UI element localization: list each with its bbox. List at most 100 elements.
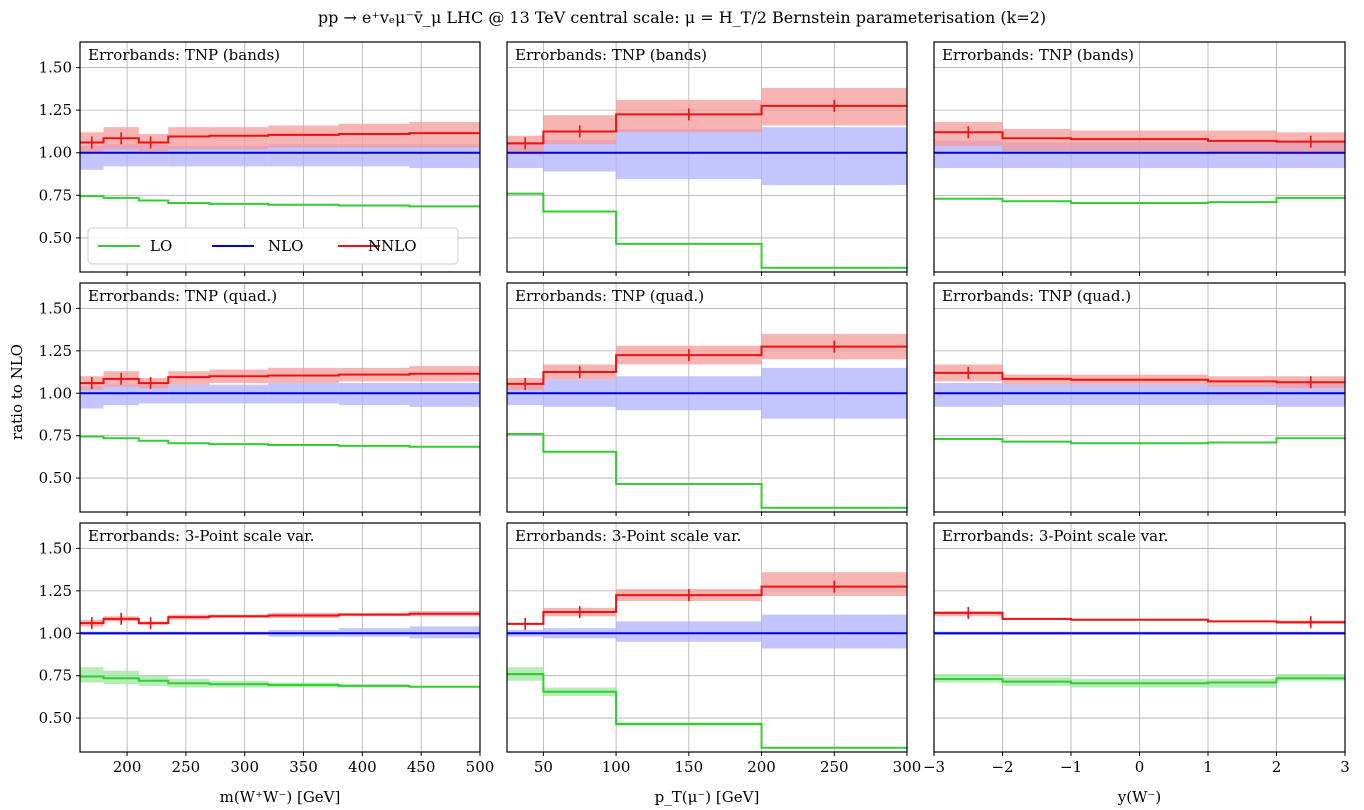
- nlo-band-bin: [103, 384, 139, 406]
- lo-step-line: [934, 677, 1345, 685]
- nlo-band-bin: [1071, 384, 1208, 406]
- lo-step-line: [934, 196, 1345, 204]
- x-tick-label: 300: [230, 758, 259, 776]
- x-tick-label: 50: [534, 758, 553, 776]
- x-tick-label: −1: [1060, 758, 1082, 776]
- panel-frame: [79, 282, 481, 513]
- y-axis-label: ratio to NLO: [8, 344, 26, 440]
- x-axis-label: y(W⁻): [1117, 788, 1162, 806]
- nlo-band-bin: [761, 614, 907, 649]
- panel-annotation: Errorbands: TNP (quad.): [515, 287, 704, 305]
- nnlo-band-bin: [338, 123, 410, 148]
- x-tick-label: 100: [602, 758, 631, 776]
- x-tick-label: 500: [466, 758, 495, 776]
- y-tick-label: 0.50: [39, 709, 72, 727]
- panel-grid: Errorbands: TNP (bands) 0.50 0.75 1.00 1.25 1…: [39, 41, 1350, 806]
- panel-frame: [506, 282, 908, 513]
- nnlo-step-line: [507, 104, 907, 145]
- nlo-band-bin: [616, 128, 762, 180]
- nlo-band-bin: [934, 383, 1003, 407]
- panel-frame: [79, 522, 481, 753]
- x-tick-label: 250: [820, 758, 849, 776]
- y-tick-label: 1.25: [39, 101, 72, 119]
- panel-r1-c1: Errorbands: TNP (quad.): [506, 282, 908, 516]
- lo-step-line: [80, 675, 480, 688]
- panel-frame: [79, 41, 481, 273]
- y-tick-label: 1.25: [39, 582, 72, 600]
- plot-area: [507, 333, 907, 509]
- legend-label-lo: LO: [150, 237, 172, 255]
- legend-label-nnlo: NNLO: [368, 237, 417, 255]
- nlo-band-bin: [616, 621, 762, 642]
- y-tick-label: 1.25: [39, 342, 72, 360]
- x-tick-label: 350: [289, 758, 318, 776]
- panel-r2-c1: Errorbands: 3-Point scale var. 50 100 150 20…: [506, 522, 922, 806]
- nnlo-step-line: [934, 611, 1345, 624]
- nlo-band-bin: [268, 144, 339, 167]
- nnlo-band-bin: [1002, 128, 1071, 152]
- nnlo-step-line: [934, 131, 1345, 143]
- panel-annotation: Errorbands: TNP (bands): [942, 46, 1134, 64]
- lo-step-line: [80, 435, 480, 448]
- plot-area: [80, 366, 480, 448]
- nlo-band-bin: [409, 144, 480, 169]
- nnlo-band-bin: [268, 125, 339, 148]
- x-tick-label: 250: [172, 758, 201, 776]
- lo-step-line: [934, 437, 1345, 445]
- lo-step-line: [507, 192, 907, 269]
- legend: LO NLO NNLO: [87, 227, 459, 265]
- plot-area: [507, 572, 907, 749]
- legend-box: [87, 227, 459, 265]
- y-tick-label: 0.75: [39, 427, 72, 445]
- nlo-band-bin: [338, 144, 410, 167]
- plot-area: [934, 606, 1345, 688]
- y-tick-label: 1.50: [39, 299, 72, 317]
- panel-r2-c0: Errorbands: 3-Point scale var. 0.50 0.75 1.…: [39, 522, 495, 806]
- plot-area: [80, 122, 480, 208]
- x-tick-label: 450: [407, 758, 436, 776]
- nlo-band-bin: [168, 145, 210, 167]
- panel-annotation: Errorbands: 3-Point scale var.: [942, 527, 1168, 545]
- panel-frame: [506, 41, 908, 273]
- panel-annotation: Errorbands: 3-Point scale var.: [88, 527, 314, 545]
- y-tick-label: 1.00: [39, 624, 72, 642]
- figure-title: pp → e⁺vₑμ⁻v̄_μ LHC @ 13 TeV central sca…: [318, 8, 1046, 27]
- y-tick-label: 0.75: [39, 667, 72, 685]
- panel-r0-c1: Errorbands: TNP (bands): [506, 41, 908, 276]
- lo-band-bin: [80, 667, 104, 683]
- y-tick-label: 1.50: [39, 539, 72, 557]
- panel-annotation: Errorbands: TNP (quad.): [88, 287, 277, 305]
- nnlo-band-bin: [168, 127, 210, 150]
- x-tick-label: 300: [893, 758, 922, 776]
- nnlo-band-bin: [1071, 130, 1208, 152]
- y-tick-label: 1.00: [39, 384, 72, 402]
- plot-area: [80, 611, 480, 688]
- x-axis-label: m(W⁺W⁻) [GeV]: [220, 788, 341, 806]
- nlo-band-bin: [543, 139, 617, 172]
- x-tick-label: −3: [923, 758, 945, 776]
- panel-r1-c2: Errorbands: TNP (quad.): [933, 282, 1346, 516]
- x-axis-label: p_T(μ⁻) [GeV]: [655, 788, 760, 806]
- lo-step-line: [507, 672, 907, 749]
- panel-annotation: Errorbands: 3-Point scale var.: [515, 527, 741, 545]
- y-tick-label: 0.50: [39, 469, 72, 487]
- panel-annotation: Errorbands: TNP (quad.): [942, 287, 1131, 305]
- panel-frame: [506, 522, 908, 753]
- nlo-band-bin: [1276, 383, 1345, 407]
- y-tick-label: 0.75: [39, 186, 72, 204]
- x-tick-label: 200: [113, 758, 142, 776]
- plot-area: [934, 364, 1345, 445]
- x-tick-label: 1: [1203, 758, 1213, 776]
- panel-r1-c0: Errorbands: TNP (quad.) 0.50 0.75 1.00 1.25 1…: [39, 282, 481, 516]
- panel-r0-c0: Errorbands: TNP (bands) 0.50 0.75 1.00 1.25 1…: [39, 41, 481, 276]
- nlo-band-bin: [761, 127, 907, 186]
- x-tick-label: 400: [348, 758, 377, 776]
- y-tick-label: 1.00: [39, 144, 72, 162]
- nlo-band-bin: [103, 144, 139, 167]
- panel-annotation: Errorbands: TNP (bands): [515, 46, 707, 64]
- legend-label-nlo: NLO: [268, 237, 303, 255]
- nlo-band-bin: [1208, 384, 1277, 406]
- panel-r2-c2: Errorbands: 3-Point scale var. −3 −2 −1 0 1 2 3…: [923, 522, 1350, 806]
- panel-annotation: Errorbands: TNP (bands): [88, 46, 280, 64]
